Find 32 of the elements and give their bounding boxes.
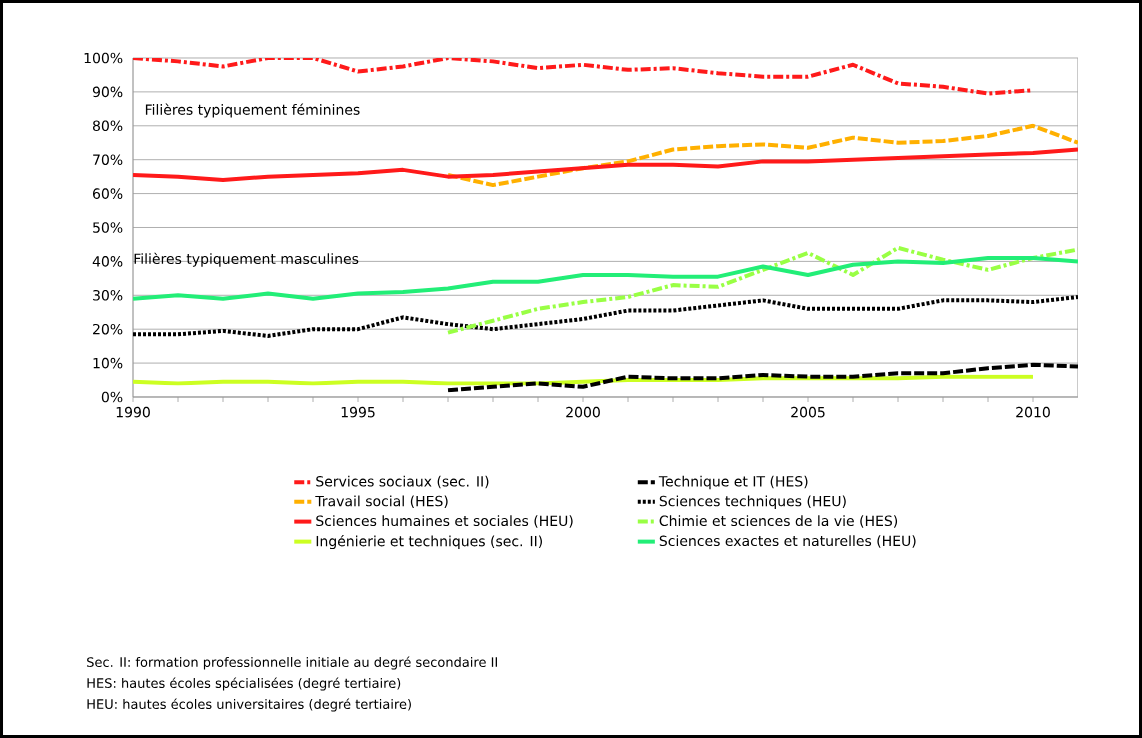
legend-label: Technique et IT (HES) [658,475,808,490]
y-tick-label: 30% [93,289,123,301]
line-series [446,362,1078,393]
legend-label: Ingénierie et techniques (sec. II) [316,534,542,550]
x-tick-label: 1995 [341,406,375,418]
text: HES: hautes écoles spécialisées (degré tertiaire) [87,677,401,691]
line-series [446,123,1078,188]
legend-label: Travail social (HES) [315,495,448,508]
y-tick-label: 70% [93,154,123,165]
x-tick-label: 2010 [1016,406,1050,418]
annotation: Filières typiquement masculines [134,252,359,267]
legend-label: Sciences techniques (HEU) [659,495,846,510]
y-tick-label: 60% [93,188,123,199]
x-tick-label: 2000 [566,406,600,418]
legend-label: Sciences exactes et naturelles (HEU) [659,535,916,548]
y-tick-label: 80% [92,120,123,132]
y-tick-label: 10% [93,357,123,369]
line-series [446,245,1078,335]
y-tick-label: 0% [101,391,123,403]
annotation: Filières typiquement féminines [145,103,360,118]
x-tick-label: 2005 [791,406,825,418]
legend-label: Services sociaux (sec. II) [316,475,489,489]
x-tick-label: 1990 [116,406,150,418]
y-tick-label: 90% [92,86,123,98]
y-tick-label: 100% [84,52,123,64]
y-tick-label: 20% [93,323,123,335]
text: HEU: hautes écoles universitaires (degré tertiaire) [87,698,411,712]
text: Sec. II: formation professionnelle initiale au degré secondaire II [87,656,497,670]
y-tick-label: 50% [93,222,123,233]
legend-label: Sciences humaines et sociales (HEU) [316,515,573,528]
y-tick-label: 40% [92,256,123,267]
legend-label: Chimie et sciences de la vie (HES) [659,515,898,528]
